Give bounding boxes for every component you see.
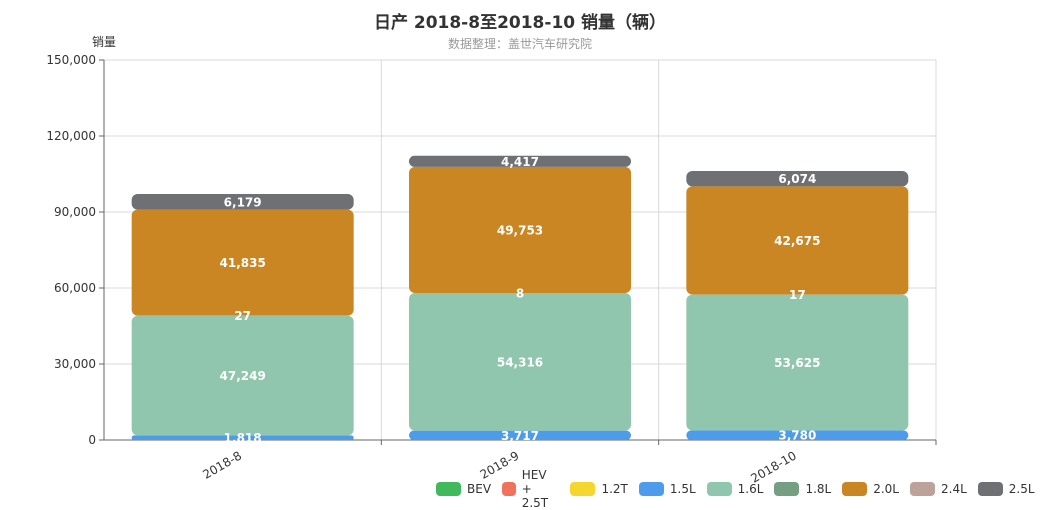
y-axis-label: 销量: [92, 35, 117, 49]
bar-segment: [409, 166, 631, 293]
x-tick-label: 2018-8: [200, 448, 244, 481]
bar-segment: [686, 294, 909, 431]
chart-legend: BEV HEV + 2.5T 1.2T 1.5L 1.6L 1.8L 2.0L 2.4L 2.5…: [436, 468, 1040, 510]
chart-subtitle: 数据整理：盖世汽车研究院: [447, 37, 592, 51]
data-label: 53,625: [774, 356, 820, 370]
data-label: 41,835: [220, 256, 266, 270]
data-label: 4,417: [501, 155, 539, 169]
bar-segment: [131, 209, 354, 316]
legend-swatch: [502, 482, 516, 496]
legend-item[interactable]: 1.2T: [570, 482, 628, 496]
y-tick-label: 150,000: [46, 53, 96, 67]
legend-label: 1.5L: [669, 482, 696, 496]
legend-label: 1.8L: [805, 482, 832, 496]
data-label: 54,316: [497, 355, 543, 369]
bar-segment: [131, 435, 354, 440]
data-label: 42,675: [774, 234, 820, 248]
y-tick-label: 90,000: [54, 205, 96, 219]
legend-label: 2.4L: [941, 482, 967, 496]
legend-swatch: [842, 482, 868, 496]
data-label: 3,780: [778, 429, 816, 443]
bar-segment: [409, 430, 631, 440]
data-label: 3,717: [501, 429, 539, 443]
legend-swatch: [774, 482, 800, 496]
data-label: 17: [789, 288, 806, 302]
legend-item[interactable]: 2.5L: [977, 482, 1035, 496]
bar-segment: [686, 430, 909, 440]
y-tick-label: 30,000: [54, 357, 96, 371]
data-label: 6,179: [224, 195, 262, 209]
legend-swatch: [570, 482, 596, 496]
legend-item[interactable]: HEV + 2.5T: [502, 468, 559, 510]
y-tick-label: 60,000: [54, 281, 96, 295]
data-label: 27: [234, 309, 251, 323]
bar-segment: [686, 171, 909, 187]
data-label: 49,753: [497, 223, 543, 237]
bar-segment: [686, 186, 909, 295]
legend-swatch: [910, 482, 935, 496]
legend-label: HEV + 2.5T: [521, 468, 549, 510]
legend-item[interactable]: 1.5L: [638, 482, 696, 496]
data-label: 8: [516, 286, 524, 300]
legend-item[interactable]: 1.6L: [706, 482, 764, 496]
data-label: 6,074: [778, 172, 816, 186]
legend-item[interactable]: BEV: [436, 482, 491, 496]
chart-title: 日产 2018-8至2018-10 销量（辆）: [373, 13, 667, 33]
data-label: 47,249: [220, 369, 266, 383]
legend-label: BEV: [467, 482, 492, 496]
bar-segment: [131, 315, 354, 436]
bar-segment: [409, 292, 631, 431]
legend-item[interactable]: 2.4L: [910, 482, 967, 496]
y-tick-label: 120,000: [46, 129, 96, 143]
legend-swatch: [706, 482, 732, 496]
legend-label: 2.5L: [1008, 482, 1035, 496]
legend-item[interactable]: 2.0L: [842, 482, 899, 496]
legend-swatch: [638, 482, 664, 496]
legend-swatch: [977, 482, 1003, 496]
bar-segment: [409, 155, 631, 167]
legend-label: 1.6L: [737, 482, 764, 496]
data-label: 1,818: [224, 431, 262, 445]
legend-label: 2.0L: [873, 482, 899, 496]
legend-swatch: [436, 482, 461, 496]
legend-item[interactable]: 1.8L: [774, 482, 831, 496]
y-tick-label: 0: [88, 433, 96, 447]
bar-segment: [131, 193, 354, 210]
legend-label: 1.2T: [601, 482, 628, 496]
